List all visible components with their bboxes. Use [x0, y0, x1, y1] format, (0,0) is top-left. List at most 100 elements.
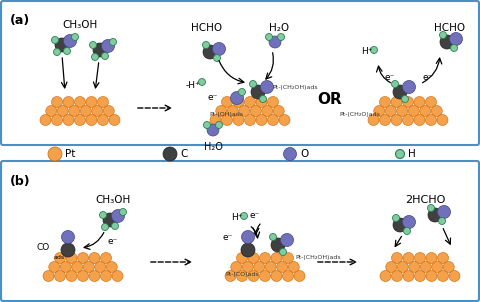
- Circle shape: [109, 114, 120, 126]
- Circle shape: [83, 262, 94, 272]
- Circle shape: [414, 114, 425, 126]
- Circle shape: [63, 114, 74, 126]
- Circle shape: [89, 41, 96, 49]
- Circle shape: [420, 105, 431, 117]
- Circle shape: [204, 121, 211, 128]
- Circle shape: [294, 271, 305, 281]
- Circle shape: [53, 49, 60, 56]
- Circle shape: [51, 114, 62, 126]
- Circle shape: [283, 271, 293, 281]
- Circle shape: [449, 33, 463, 46]
- Circle shape: [271, 271, 282, 281]
- Text: CH₃OH: CH₃OH: [62, 20, 97, 30]
- Circle shape: [55, 252, 65, 264]
- Circle shape: [403, 271, 414, 281]
- Circle shape: [256, 114, 267, 126]
- FancyBboxPatch shape: [1, 1, 479, 145]
- Circle shape: [233, 97, 244, 108]
- Circle shape: [55, 271, 65, 281]
- Circle shape: [393, 214, 399, 221]
- Circle shape: [93, 43, 107, 57]
- Circle shape: [97, 114, 108, 126]
- Text: C: C: [180, 149, 187, 159]
- Circle shape: [57, 105, 68, 117]
- Circle shape: [403, 252, 414, 264]
- Circle shape: [111, 223, 119, 230]
- Circle shape: [66, 252, 77, 264]
- Circle shape: [251, 85, 265, 99]
- Circle shape: [101, 40, 115, 53]
- Circle shape: [262, 105, 273, 117]
- Circle shape: [403, 216, 416, 229]
- Circle shape: [368, 114, 379, 126]
- Circle shape: [392, 252, 403, 264]
- Circle shape: [74, 114, 85, 126]
- Circle shape: [437, 114, 448, 126]
- Circle shape: [414, 97, 425, 108]
- Circle shape: [216, 105, 227, 117]
- Circle shape: [280, 233, 293, 246]
- Circle shape: [74, 97, 85, 108]
- Circle shape: [380, 271, 391, 281]
- Circle shape: [403, 97, 413, 108]
- Circle shape: [210, 114, 221, 126]
- Circle shape: [279, 249, 287, 255]
- Text: (a): (a): [10, 14, 30, 27]
- Circle shape: [401, 95, 408, 102]
- Circle shape: [244, 97, 255, 108]
- Circle shape: [63, 97, 74, 108]
- Circle shape: [77, 271, 88, 281]
- Circle shape: [230, 92, 243, 104]
- Text: HCHO: HCHO: [434, 23, 466, 33]
- FancyBboxPatch shape: [1, 161, 479, 301]
- Circle shape: [403, 81, 416, 94]
- Circle shape: [72, 34, 79, 40]
- Text: HCHO: HCHO: [192, 23, 223, 33]
- Circle shape: [55, 38, 69, 52]
- Circle shape: [203, 45, 217, 59]
- Circle shape: [428, 204, 434, 211]
- Circle shape: [277, 34, 285, 40]
- Circle shape: [269, 36, 281, 48]
- Circle shape: [391, 114, 402, 126]
- Circle shape: [404, 227, 410, 234]
- Circle shape: [242, 262, 253, 272]
- Circle shape: [267, 114, 278, 126]
- Circle shape: [80, 105, 91, 117]
- Circle shape: [163, 147, 177, 161]
- Text: Pt-(CH₂OH)ads: Pt-(CH₂OH)ads: [295, 255, 341, 261]
- Circle shape: [451, 44, 457, 52]
- Text: Pt-(CO)ads: Pt-(CO)ads: [225, 272, 259, 277]
- Circle shape: [415, 252, 425, 264]
- Circle shape: [111, 210, 124, 223]
- Text: e⁻: e⁻: [385, 73, 395, 82]
- Circle shape: [393, 218, 407, 232]
- Circle shape: [214, 54, 220, 62]
- Circle shape: [237, 252, 248, 264]
- Circle shape: [239, 88, 245, 95]
- Circle shape: [240, 213, 248, 220]
- Circle shape: [420, 262, 431, 272]
- Circle shape: [95, 262, 106, 272]
- Circle shape: [48, 147, 62, 161]
- Circle shape: [89, 271, 100, 281]
- Circle shape: [440, 31, 446, 38]
- Circle shape: [92, 105, 103, 117]
- Circle shape: [203, 41, 209, 49]
- Circle shape: [271, 252, 282, 264]
- Text: CH₃OH: CH₃OH: [96, 195, 131, 205]
- Circle shape: [231, 262, 242, 272]
- Circle shape: [431, 105, 442, 117]
- Circle shape: [100, 271, 111, 281]
- Circle shape: [260, 252, 271, 264]
- Circle shape: [385, 105, 396, 117]
- Circle shape: [241, 230, 254, 243]
- Circle shape: [100, 252, 111, 264]
- Circle shape: [92, 53, 98, 60]
- Circle shape: [386, 262, 397, 272]
- Circle shape: [86, 114, 97, 126]
- Circle shape: [72, 262, 83, 272]
- Circle shape: [380, 114, 391, 126]
- Circle shape: [61, 243, 75, 257]
- Circle shape: [69, 105, 80, 117]
